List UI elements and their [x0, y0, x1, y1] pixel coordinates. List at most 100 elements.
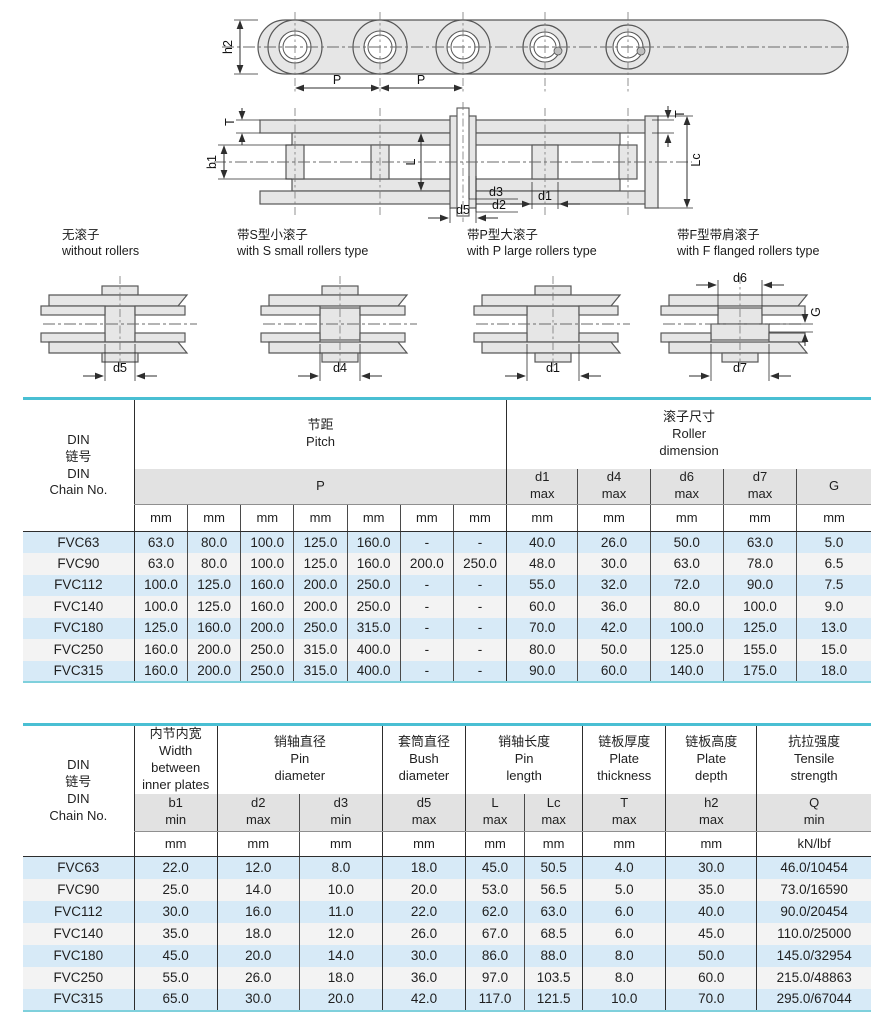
sub-header-cell: d6 max — [649, 468, 724, 505]
cell: 100.0 — [240, 553, 294, 575]
cell: 68.5 — [524, 922, 583, 945]
dim-label-pitch-left: P — [333, 73, 341, 87]
cell: 25.0 — [133, 878, 218, 901]
cell: 160.0 — [133, 660, 188, 682]
cell: - — [452, 574, 507, 596]
cell: - — [452, 531, 507, 553]
table-row: FVC112 100.0 125.0 160.0 200.0 250.0- -55.0 32.… — [23, 574, 871, 596]
model-cell: FVC140 — [53, 598, 104, 614]
cell: 215.0/48863 — [756, 966, 871, 989]
table-row: FVC315 160.0 200.0 250.0 315.0 400.0- -90.0 60.… — [23, 660, 871, 682]
cell: 100.0 — [240, 531, 294, 553]
cell: - — [399, 639, 454, 661]
cell: 42.0 — [381, 988, 466, 1011]
cell: 125.0 — [293, 531, 348, 553]
cell: 11.0 — [298, 900, 383, 923]
table-row: FVC112 30.0 16.0 11.0 22.0 62.0 63.0 6.0 40.0 90.… — [23, 900, 871, 923]
cell: 63.0 — [524, 900, 583, 923]
model-cell: FVC140 — [53, 925, 104, 941]
cell: 90.0 — [506, 660, 578, 682]
cell: 80.0 — [187, 531, 241, 553]
sub-header-cell: L max — [465, 793, 525, 833]
model-cell: FVC90 — [57, 881, 100, 897]
dim-label-h2: h2 — [221, 40, 235, 54]
cell: 140.0 — [649, 660, 724, 682]
table-row: FVC140 100.0 125.0 160.0 200.0 250.0- -60.0 36.… — [23, 596, 871, 618]
cell: 67.0 — [465, 922, 525, 945]
unit-cell: mm — [381, 831, 466, 858]
cell: 6.0 — [582, 900, 666, 923]
cell: 78.0 — [722, 553, 797, 575]
group-header-bush-diameter: 套筒直径 Bush diameter — [381, 724, 466, 794]
unit-cell: mm — [187, 504, 241, 532]
table-row: FVC315 65.0 30.0 20.0 42.0 117.0 121.5 10.0 70.0… — [23, 988, 871, 1011]
dim-label-t-left: T — [223, 118, 237, 126]
table-row: FVC90 25.0 14.0 10.0 20.0 53.0 56.5 5.0 35.0 73.0… — [23, 878, 871, 901]
cell: 160.0 — [346, 531, 401, 553]
cell: 36.0 — [381, 966, 466, 989]
unit-cell: mm — [293, 504, 348, 532]
group-header-pin-diameter: 销轴直径 Pin diameter — [216, 724, 383, 794]
cell: 12.0 — [298, 922, 383, 945]
sub-header-cell: T max — [582, 793, 666, 833]
cell: 6.5 — [796, 553, 871, 575]
sub-header-cell: d2 max — [216, 793, 300, 833]
unit-cell: mm — [465, 831, 525, 858]
cell: 80.0 — [187, 553, 241, 575]
cell: 40.0 — [665, 900, 757, 923]
cell: 30.0 — [216, 988, 300, 1011]
cell: 145.0/32954 — [756, 944, 871, 967]
cell: 200.0 — [187, 660, 241, 682]
group-header-plate-depth: 链板高度 Plate depth — [665, 724, 757, 794]
cell: 55.0 — [506, 574, 578, 596]
cell: 20.0 — [298, 988, 383, 1011]
unit-cell: mm — [649, 504, 724, 532]
unit-cell: mm — [399, 504, 454, 532]
cell: 18.0 — [796, 660, 871, 682]
cell: 13.0 — [796, 617, 871, 639]
table-row: FVC180 45.0 20.0 14.0 30.0 86.0 88.0 8.0 50.0 145… — [23, 944, 871, 967]
cell: 35.0 — [665, 878, 757, 901]
cell: 315.0 — [293, 660, 348, 682]
model-cell: FVC63 — [57, 534, 100, 550]
dim-label-d1: d1 — [538, 189, 552, 203]
sub-header-cell: d5 max — [381, 793, 466, 833]
sub-header-cell: d1 max — [506, 468, 578, 505]
cell: 125.0 — [133, 617, 188, 639]
cell: 400.0 — [346, 639, 401, 661]
cell: 30.0 — [577, 553, 651, 575]
cell: 14.0 — [298, 944, 383, 967]
unit-cell: mm — [240, 504, 294, 532]
cell: 45.0 — [665, 922, 757, 945]
cell: 46.0/10454 — [756, 856, 871, 879]
cell: 250.0 — [240, 660, 294, 682]
cell: 40.0 — [506, 531, 578, 553]
sub-header-cell: h2 max — [665, 793, 757, 833]
cell: 60.0 — [506, 596, 578, 618]
cell: 250.0 — [346, 596, 401, 618]
cell: 86.0 — [465, 944, 525, 967]
cell: 160.0 — [187, 617, 241, 639]
cell: 60.0 — [665, 966, 757, 989]
cell: 175.0 — [722, 660, 797, 682]
model-cell: FVC63 — [57, 860, 100, 876]
cell: 250.0 — [293, 617, 348, 639]
cell: 315.0 — [293, 639, 348, 661]
cell: 18.0 — [381, 856, 466, 879]
model-cell: FVC180 — [53, 947, 104, 963]
unit-cell: kN/lbf — [756, 831, 871, 858]
table-row: FVC180 125.0 160.0 200.0 250.0 315.0- -70.0 42.… — [23, 617, 871, 639]
table-row: FVC63 22.0 12.0 8.0 18.0 45.0 50.5 4.0 30.0 46.0/… — [23, 856, 871, 879]
cell: 200.0 — [240, 617, 294, 639]
cell: 125.0 — [722, 617, 797, 639]
cell: 36.0 — [577, 596, 651, 618]
cell: 63.0 — [133, 553, 188, 575]
dim-label-d7: d7 — [733, 361, 747, 375]
roller-type-title-s: 带S型小滚子 with S small rollers type — [237, 228, 369, 258]
group-header-pin-length: 销轴长度 Pin length — [465, 724, 583, 794]
cell: 8.0 — [582, 966, 666, 989]
cell: 18.0 — [216, 922, 300, 945]
unit-cell: mm — [133, 831, 218, 858]
cell: 80.0 — [506, 639, 578, 661]
model-cell: FVC250 — [53, 641, 104, 657]
